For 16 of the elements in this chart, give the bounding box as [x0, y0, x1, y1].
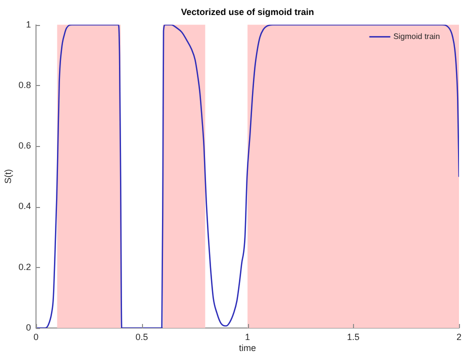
x-tick-label: 0.5 — [135, 332, 148, 342]
x-tick-label: 1.5 — [346, 332, 360, 342]
chart-title: Vectorized use of sigmoid train — [180, 6, 314, 17]
y-tick-label: 0 — [26, 322, 31, 332]
x-tick-label: 2 — [456, 332, 462, 342]
y-tick-label: 0.6 — [18, 140, 31, 151]
y-tick-label: 0.4 — [18, 201, 31, 212]
line-series — [36, 24, 459, 328]
x-tick-label: 0 — [33, 332, 39, 342]
legend-label: Sigmoid train — [393, 32, 440, 42]
y-axis-title: S(t) — [2, 169, 13, 184]
y-tick-label: 1 — [26, 19, 31, 30]
y-tick-label: 0.2 — [18, 262, 31, 272]
y-tick-label: 0.8 — [18, 80, 31, 90]
x-axis-title: time — [238, 343, 256, 354]
x-tick-label: 1 — [244, 332, 250, 342]
